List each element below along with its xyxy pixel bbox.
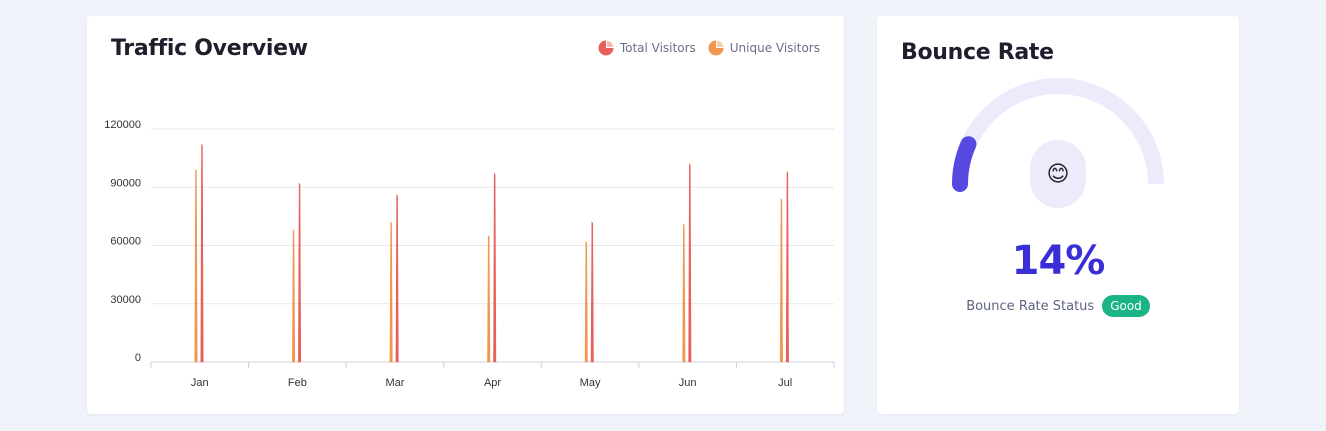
bar-total-visitors — [395, 194, 399, 363]
traffic-overview-card: Traffic Overview Total Visitors Unique V… — [87, 16, 844, 414]
y-tick-label: 0 — [135, 352, 141, 364]
bar-unique-visitors — [292, 229, 296, 363]
x-tick-label: Jun — [679, 377, 697, 389]
y-tick-label: 120000 — [104, 119, 141, 131]
x-tick-label: Feb — [288, 377, 307, 389]
bar-unique-visitors — [487, 234, 491, 363]
bounce-rate-title: Bounce Rate — [901, 40, 1054, 65]
legend-label-total-visitors: Total Visitors — [619, 41, 696, 55]
bounce-rate-value: 14% — [1011, 238, 1106, 284]
pie-icon — [598, 40, 614, 56]
bounce-rate-card: Bounce Rate 😊 14% Bounce Rate Status Goo… — [877, 16, 1239, 414]
bar-unique-visitors — [194, 168, 198, 363]
y-tick-label: 30000 — [110, 294, 141, 306]
x-tick-label: Jul — [778, 377, 792, 389]
traffic-overview-title: Traffic Overview — [111, 36, 308, 61]
bounce-rate-gauge — [952, 78, 1164, 192]
bar-total-visitors — [785, 170, 789, 363]
x-tick-label: Mar — [385, 377, 404, 389]
traffic-chart: 0 30000 60000 90000 120000 Jan Feb Mar Apr May Jun… — [104, 119, 835, 389]
y-tick-label: 60000 — [110, 236, 141, 248]
legend-item-unique-visitors[interactable]: Unique Visitors — [708, 40, 820, 56]
chart-legend: Total Visitors Unique Visitors — [598, 40, 820, 56]
bar-total-visitors — [688, 163, 692, 363]
gauge-fill — [952, 136, 977, 192]
pie-icon — [708, 40, 724, 56]
x-tick-label: May — [580, 377, 601, 389]
bar-unique-visitors — [389, 221, 393, 363]
bar-unique-visitors — [682, 223, 686, 363]
x-tick-label: Jan — [191, 377, 209, 389]
bar-total-visitors — [200, 143, 204, 363]
face-emoji: 😊 — [1046, 161, 1070, 187]
bar-unique-visitors — [779, 198, 783, 363]
status-badge: Good — [1102, 295, 1150, 317]
legend-label-unique-visitors: Unique Visitors — [729, 41, 820, 55]
bar-total-visitors — [298, 182, 302, 363]
y-tick-label: 90000 — [110, 177, 141, 189]
x-tick-label: Apr — [484, 377, 501, 389]
bar-total-visitors — [493, 172, 497, 363]
bar-total-visitors — [590, 221, 594, 363]
bounce-status-label: Bounce Rate Status — [966, 298, 1095, 314]
legend-item-total-visitors[interactable]: Total Visitors — [598, 40, 696, 56]
bounce-status-row: Bounce Rate Status Good — [877, 295, 1239, 317]
smiling-face-icon: 😊 — [1030, 140, 1086, 208]
bar-unique-visitors — [584, 240, 588, 363]
